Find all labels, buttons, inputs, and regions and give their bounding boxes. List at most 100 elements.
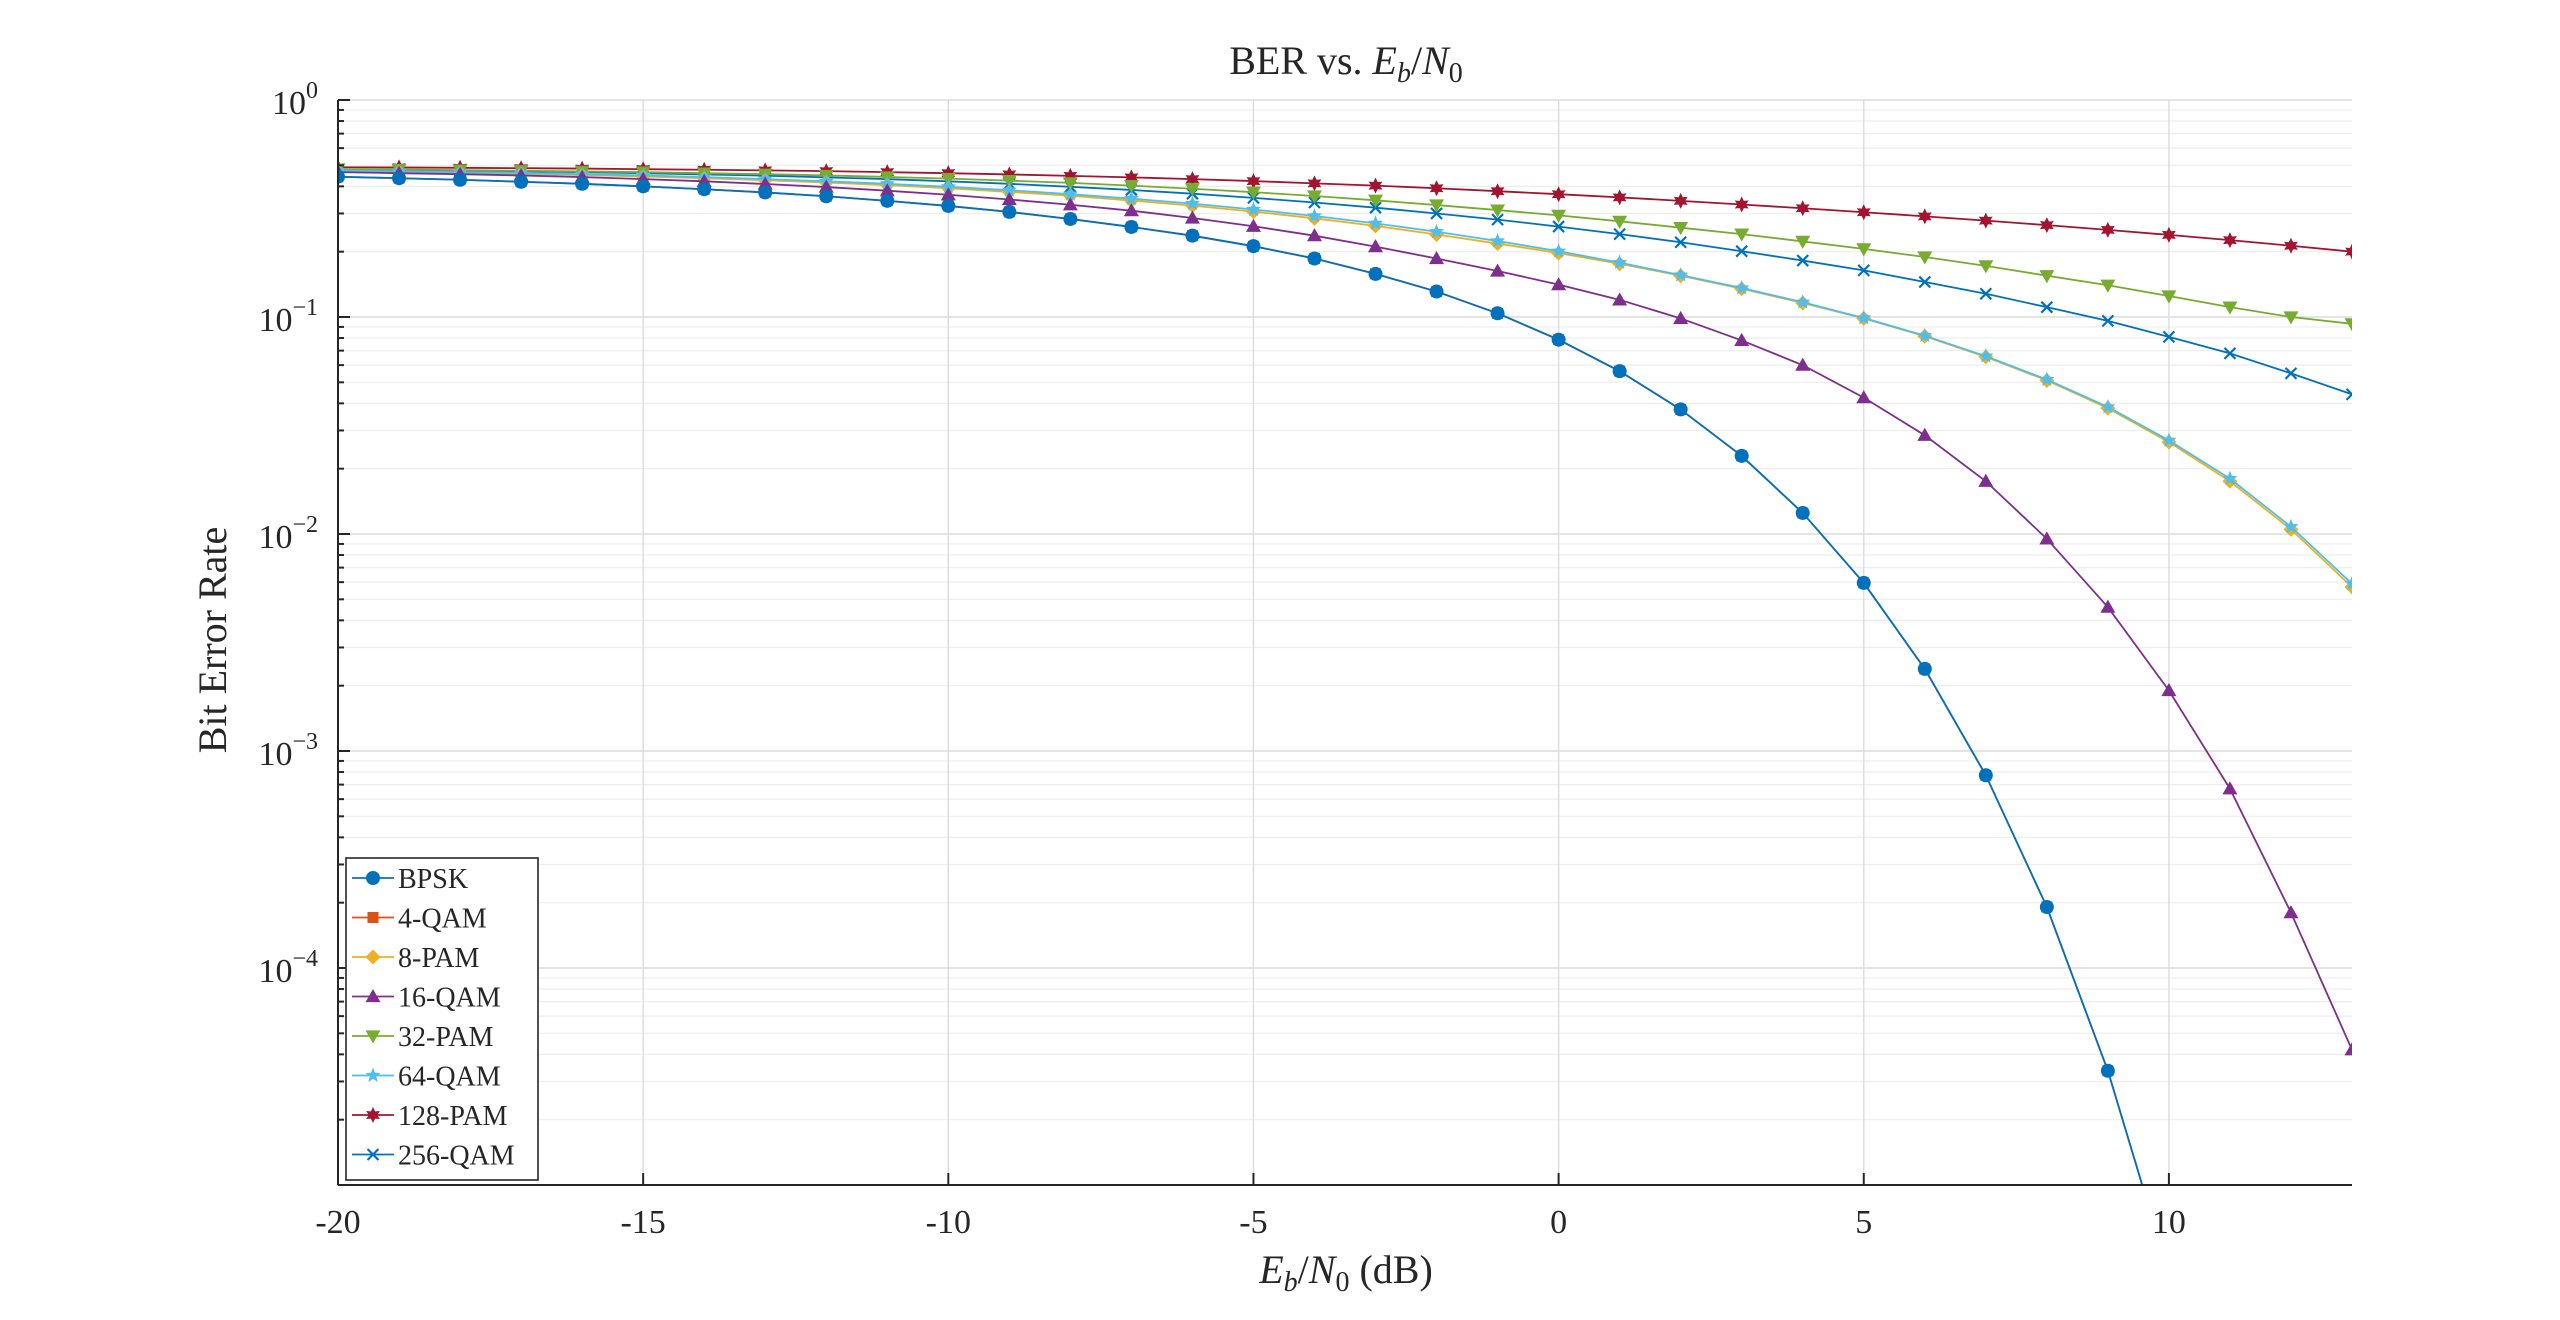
data-point-16-qam — [2222, 781, 2238, 795]
data-point-128-pam — [1917, 208, 1932, 225]
data-point-64-qam — [2344, 575, 2352, 591]
data-point-64-qam — [1673, 267, 1689, 282]
data-point-bpsk — [1612, 364, 1627, 379]
data-point-bpsk — [758, 185, 773, 200]
data-point-128-pam — [1002, 166, 1017, 183]
legend-item-32-pam: 32-PAM — [352, 1022, 494, 1053]
legend-swatch-marker — [365, 949, 381, 965]
data-point-32-pam — [1368, 194, 1384, 208]
data-point-bpsk — [636, 179, 651, 194]
data-point-64-qam — [940, 178, 956, 194]
data-point-256-qam — [1674, 235, 1687, 249]
data-point-128-pam — [1124, 169, 1139, 186]
data-point-128-pam — [1246, 173, 1261, 190]
series-128-pam — [338, 159, 2352, 260]
data-point-32-pam — [1062, 177, 1078, 191]
legend-item-bpsk: BPSK — [352, 864, 468, 895]
data-point-64-qam — [1795, 294, 1811, 309]
y-tick-label: 10−1 — [258, 295, 318, 339]
series-16-qam — [338, 164, 2352, 1056]
data-point-128-pam — [2284, 237, 2298, 254]
data-point-bpsk — [1429, 284, 1444, 299]
data-point-bpsk — [1063, 211, 1078, 226]
data-point-128-pam — [2100, 221, 2115, 238]
data-point-256-qam — [2345, 388, 2352, 401]
data-point-256-qam — [1857, 264, 1871, 277]
data-point-64-qam — [1734, 280, 1750, 295]
x-tick-label: -15 — [620, 1204, 665, 1241]
data-point-32-pam — [1612, 215, 1628, 229]
data-point-64-qam — [1001, 182, 1017, 197]
data-point-32-pam — [1917, 251, 1933, 265]
series-line-256-qam — [338, 168, 2352, 396]
data-point-bpsk — [1490, 306, 1505, 321]
data-point-64-qam — [1123, 190, 1139, 206]
data-point-bpsk — [2039, 900, 2054, 915]
chart-title: BER vs. Eb/N0 — [1229, 38, 1463, 89]
data-point-bpsk — [1002, 204, 1017, 219]
data-point-32-pam — [2283, 311, 2299, 325]
data-point-128-pam — [2345, 243, 2352, 260]
y-tick-label: 10−3 — [258, 729, 318, 773]
data-point-16-qam — [1184, 210, 1200, 224]
data-point-32-pam — [2161, 290, 2177, 304]
data-point-128-pam — [2161, 226, 2176, 243]
data-point-64-qam — [879, 175, 895, 191]
data-point-bpsk — [514, 174, 529, 189]
data-point-bpsk — [1856, 575, 1871, 590]
data-point-64-qam — [1856, 309, 1872, 325]
data-point-64-qam — [1062, 186, 1078, 201]
data-point-16-qam — [1429, 251, 1445, 265]
data-point-128-pam — [1307, 175, 1322, 192]
data-point-256-qam — [1430, 207, 1443, 220]
x-tick-label: -10 — [926, 1204, 971, 1241]
series-line-128-pam — [338, 166, 2352, 253]
data-point-16-qam — [1917, 427, 1933, 441]
legend-item-128-pam: 128-PAM — [352, 1101, 508, 1132]
data-point-32-pam — [2100, 279, 2116, 293]
data-point-64-qam — [1245, 201, 1262, 216]
data-point-32-pam — [1184, 183, 1200, 197]
legend-swatch-marker — [366, 871, 380, 885]
legend-swatch-marker — [365, 1030, 381, 1044]
data-point-bpsk — [1734, 448, 1749, 463]
data-point-64-qam — [1551, 243, 1567, 258]
series-8-pam — [338, 163, 2352, 595]
data-point-16-qam — [1551, 277, 1567, 291]
data-point-256-qam — [2284, 367, 2298, 380]
data-point-32-pam — [1429, 199, 1445, 213]
data-point-16-qam — [2100, 599, 2116, 613]
data-point-128-pam — [1795, 200, 1810, 217]
data-point-64-qam — [2222, 470, 2238, 486]
data-point-32-pam — [1001, 175, 1017, 189]
data-point-128-pam — [1673, 192, 1688, 209]
data-point-128-pam — [1490, 183, 1505, 200]
x-tick-label: 0 — [1550, 1204, 1567, 1241]
legend-label: 256-QAM — [398, 1141, 515, 1172]
data-point-16-qam — [1795, 357, 1811, 371]
data-layer — [338, 159, 2352, 1185]
data-point-16-qam — [1123, 203, 1139, 217]
data-point-16-qam — [879, 183, 895, 197]
data-point-bpsk — [1185, 228, 1200, 243]
data-point-32-pam — [2344, 318, 2352, 332]
data-point-32-pam — [1673, 222, 1689, 236]
data-point-16-qam — [2344, 1042, 2352, 1056]
data-point-bpsk — [1795, 505, 1810, 520]
legend-label: BPSK — [398, 864, 468, 895]
legend-swatch-marker — [366, 1107, 380, 1123]
series-4-qam — [338, 171, 2144, 1185]
y-tick-label: 100 — [272, 78, 318, 122]
data-point-64-qam — [1428, 223, 1445, 239]
legend-label: 64-QAM — [398, 1062, 501, 1093]
data-point-16-qam — [2283, 905, 2299, 919]
data-point-128-pam — [1429, 180, 1444, 197]
x-tick-label: -20 — [315, 1204, 360, 1241]
data-point-bpsk — [1246, 239, 1261, 254]
data-point-64-qam — [2039, 371, 2055, 387]
y-axis-title: Bit Error Rate — [190, 527, 235, 754]
data-point-16-qam — [940, 187, 956, 201]
data-point-16-qam — [818, 179, 834, 193]
data-point-16-qam — [1368, 239, 1384, 253]
data-point-bpsk — [453, 172, 468, 187]
